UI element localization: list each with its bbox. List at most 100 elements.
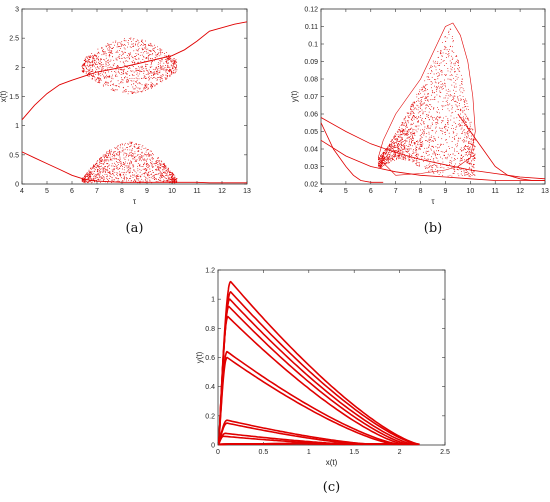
data-point bbox=[397, 146, 398, 148]
data-point bbox=[390, 147, 392, 149]
data-point bbox=[99, 171, 101, 173]
data-point bbox=[440, 51, 442, 53]
data-point bbox=[173, 63, 175, 65]
data-point bbox=[444, 74, 446, 75]
data-point bbox=[106, 74, 108, 76]
data-point bbox=[101, 159, 103, 160]
data-point bbox=[409, 156, 411, 158]
data-point bbox=[110, 43, 112, 45]
data-point bbox=[156, 77, 158, 79]
data-point bbox=[96, 58, 98, 60]
data-point bbox=[163, 67, 165, 69]
data-point bbox=[172, 172, 174, 174]
data-point bbox=[460, 159, 462, 161]
data-point bbox=[141, 39, 143, 41]
y-tick-label: 0.07 bbox=[304, 94, 318, 101]
data-point bbox=[414, 155, 416, 156]
data-point bbox=[102, 154, 104, 156]
data-point bbox=[160, 176, 162, 178]
data-point bbox=[404, 139, 406, 141]
data-point bbox=[169, 173, 171, 175]
data-point bbox=[167, 168, 169, 170]
data-point bbox=[135, 85, 137, 87]
data-point bbox=[105, 166, 107, 168]
data-point bbox=[434, 127, 436, 129]
data-point bbox=[404, 122, 406, 124]
data-point bbox=[149, 168, 151, 170]
data-point bbox=[112, 170, 114, 172]
data-point bbox=[416, 116, 417, 118]
data-point bbox=[432, 124, 434, 125]
data-point bbox=[94, 177, 96, 179]
data-point bbox=[123, 152, 125, 154]
data-point bbox=[90, 173, 92, 175]
data-point bbox=[147, 52, 149, 54]
data-point bbox=[122, 166, 123, 168]
data-point bbox=[145, 73, 147, 75]
data-point bbox=[98, 173, 100, 175]
data-point bbox=[132, 56, 134, 58]
data-point bbox=[93, 76, 95, 77]
data-point bbox=[436, 157, 438, 159]
data-point bbox=[108, 181, 110, 183]
data-point bbox=[91, 178, 93, 180]
data-point bbox=[111, 67, 113, 69]
data-point bbox=[96, 161, 98, 163]
data-point bbox=[119, 156, 121, 158]
data-point bbox=[471, 132, 473, 134]
data-point bbox=[420, 124, 422, 126]
data-point bbox=[135, 53, 137, 55]
data-point bbox=[451, 59, 453, 60]
data-point bbox=[384, 150, 386, 152]
data-point bbox=[92, 167, 94, 169]
data-point bbox=[456, 108, 458, 110]
data-point bbox=[96, 57, 98, 59]
data-point bbox=[472, 140, 474, 142]
data-point bbox=[447, 123, 449, 125]
data-point bbox=[156, 166, 158, 168]
data-point bbox=[427, 125, 429, 127]
data-point bbox=[133, 71, 135, 73]
data-point bbox=[145, 83, 147, 85]
data-point bbox=[122, 164, 124, 165]
data-point bbox=[174, 60, 176, 62]
data-point bbox=[108, 178, 110, 179]
data-point bbox=[447, 102, 448, 104]
data-point bbox=[138, 58, 140, 60]
data-point bbox=[168, 181, 170, 183]
data-point bbox=[466, 100, 468, 102]
data-point bbox=[412, 103, 414, 105]
data-point bbox=[403, 151, 405, 153]
data-point bbox=[89, 59, 91, 60]
data-point bbox=[96, 167, 97, 169]
data-point bbox=[145, 49, 147, 51]
data-point bbox=[438, 112, 440, 114]
data-point bbox=[400, 130, 402, 132]
data-point bbox=[140, 169, 142, 171]
data-point bbox=[422, 113, 424, 115]
data-point bbox=[462, 107, 464, 109]
data-point bbox=[147, 163, 149, 165]
data-point bbox=[436, 94, 438, 96]
data-point bbox=[408, 142, 410, 144]
data-point bbox=[417, 112, 419, 114]
data-point bbox=[446, 165, 447, 167]
data-point bbox=[144, 179, 146, 181]
data-point bbox=[153, 47, 155, 49]
data-point bbox=[148, 55, 150, 57]
data-point bbox=[170, 177, 172, 178]
data-point bbox=[472, 128, 474, 130]
data-point bbox=[89, 71, 91, 73]
data-point bbox=[394, 145, 395, 147]
data-point bbox=[149, 150, 151, 152]
data-point bbox=[96, 164, 98, 166]
data-point bbox=[402, 124, 404, 126]
data-point bbox=[379, 165, 381, 167]
data-point bbox=[432, 159, 434, 161]
data-point bbox=[140, 156, 142, 158]
data-point bbox=[149, 50, 151, 52]
data-point bbox=[391, 158, 393, 159]
data-point bbox=[445, 47, 447, 49]
data-point bbox=[95, 179, 97, 181]
data-point bbox=[391, 145, 393, 147]
